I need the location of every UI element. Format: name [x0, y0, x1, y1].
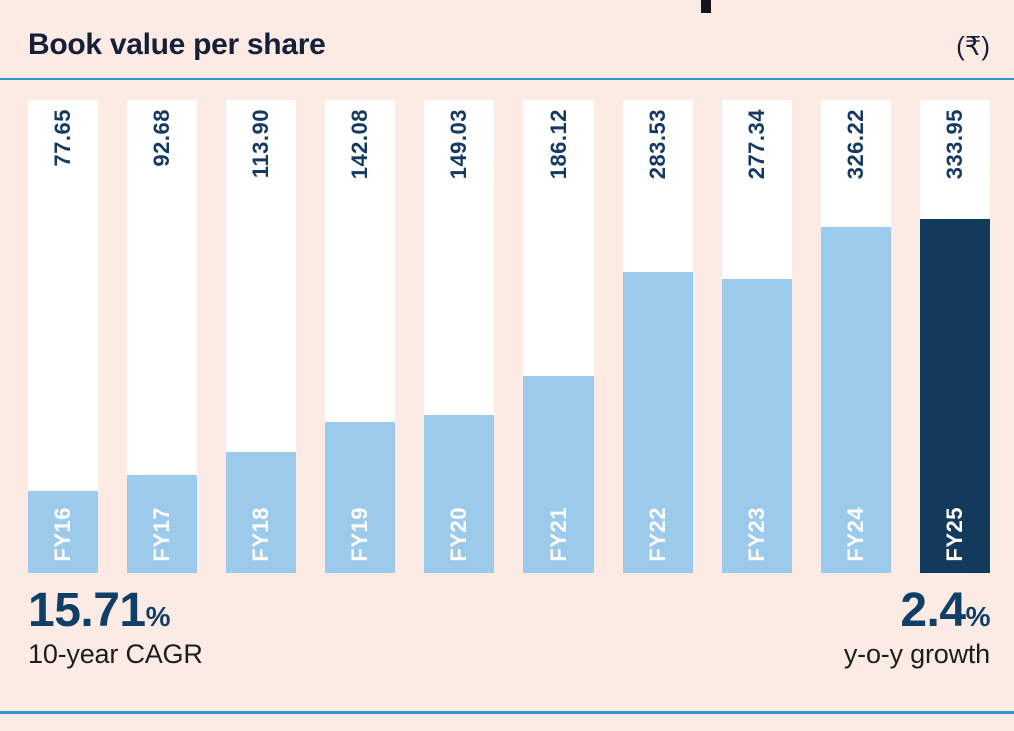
cagr-number: 15.71	[28, 584, 146, 637]
bar-value-label: 92.68	[149, 109, 175, 167]
bar-value-label: 283.53	[644, 109, 670, 180]
bottom-divider	[0, 711, 1014, 714]
bar-category-label: FY18	[248, 507, 274, 562]
bar-category-label: FY19	[347, 507, 373, 562]
bar-category-label: FY23	[743, 507, 769, 562]
bar-category-label: FY16	[50, 507, 76, 562]
chart-footer: 15.71% 10-year CAGR 2.4% y-o-y growth	[0, 573, 1014, 670]
bar: FY16	[28, 490, 99, 573]
cagr-value: 15.71%	[28, 587, 203, 635]
bar-category-label: FY20	[446, 507, 472, 562]
bar-column: 149.03 FY20	[424, 100, 495, 573]
currency-unit-label: (₹)	[956, 31, 990, 61]
bar: FY24	[820, 227, 891, 573]
chart-header: Book value per share (₹)	[0, 0, 1014, 78]
yoy-number: 2.4	[900, 584, 966, 637]
bar-value-label: 113.90	[248, 109, 274, 179]
bar-column: 283.53 FY22	[622, 100, 693, 573]
bar: FY19	[325, 422, 396, 573]
bar-column: 92.68 FY17	[127, 100, 198, 573]
bar: FY21	[523, 375, 594, 573]
bar-column: 326.22 FY24	[820, 100, 891, 573]
yoy-stat: 2.4% y-o-y growth	[843, 587, 991, 670]
bar-column: 142.08 FY19	[325, 100, 396, 573]
chart-title: Book value per share	[28, 28, 326, 61]
bar-column: 77.65 FY16	[28, 100, 99, 573]
bar: FY20	[424, 414, 495, 573]
bar-column: 277.34 FY23	[721, 100, 792, 573]
cagr-stat: 15.71% 10-year CAGR	[28, 587, 203, 670]
bar: FY22	[622, 272, 693, 573]
bar-value-label: 333.95	[941, 109, 967, 180]
bar-column: 333.95 FY25	[919, 100, 990, 573]
bar-category-label: FY24	[842, 507, 868, 562]
yoy-value: 2.4%	[844, 587, 990, 635]
bar: FY23	[721, 278, 792, 573]
bar-value-label: 142.08	[347, 109, 373, 180]
yoy-label: y-o-y growth	[843, 639, 990, 669]
bar-category-label: FY17	[149, 507, 175, 562]
bar-value-label: 149.03	[446, 109, 472, 180]
bar-highlight: FY25	[919, 218, 990, 573]
header-divider	[0, 78, 1014, 80]
bar-value-label: 277.34	[743, 109, 769, 180]
yoy-percent-sign: %	[965, 601, 991, 632]
bar-value-label: 326.22	[842, 109, 868, 180]
cagr-percent-sign: %	[145, 601, 171, 632]
bar: FY17	[127, 474, 198, 573]
bar: FY18	[226, 452, 297, 573]
bar-value-label: 186.12	[545, 109, 571, 180]
bar-chart: 77.65 FY16 92.68 FY17 113.90 FY18 142.08 FY19 14…	[0, 100, 1014, 573]
bar-column: 113.90 FY18	[226, 100, 297, 573]
bar-category-label: FY25	[941, 507, 967, 562]
bar-category-label: FY21	[545, 507, 571, 562]
bar-value-label: 77.65	[50, 109, 76, 167]
bar-category-label: FY22	[644, 507, 670, 562]
top-edge-mark	[701, 0, 711, 13]
bar-column: 186.12 FY21	[523, 100, 594, 573]
cagr-label: 10-year CAGR	[28, 639, 203, 669]
